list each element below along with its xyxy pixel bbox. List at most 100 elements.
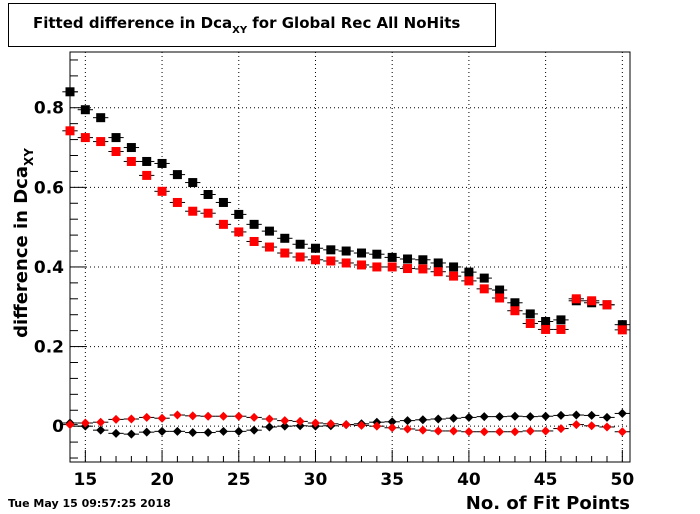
chart-title-subscript: XY xyxy=(232,25,248,36)
x-axis-label: No. of Fit Points xyxy=(466,493,630,514)
x-tick-label: 25 xyxy=(227,470,251,490)
y-axis-label: difference in DcaXY xyxy=(11,148,36,338)
data-point xyxy=(203,190,213,200)
chart-title-main: Fitted difference in Dca xyxy=(33,14,233,32)
data-point xyxy=(587,296,597,306)
data-point xyxy=(449,426,459,436)
data-point xyxy=(188,206,198,216)
data-point xyxy=(372,249,382,259)
data-point xyxy=(556,324,566,334)
data-point xyxy=(525,309,535,319)
data-point xyxy=(617,320,627,330)
data-point xyxy=(556,424,566,434)
x-tick-label: 50 xyxy=(610,470,634,490)
data-point xyxy=(464,412,474,422)
data-point xyxy=(264,226,274,236)
data-point xyxy=(218,411,228,421)
data-point xyxy=(495,412,505,422)
data-point xyxy=(372,262,382,272)
data-point xyxy=(387,262,397,272)
data-point xyxy=(326,245,336,255)
y-tick-label: 0.8 xyxy=(34,99,64,119)
data-point xyxy=(96,425,106,435)
y-axis-label-main: difference in Dca xyxy=(11,166,32,338)
data-point xyxy=(111,147,121,157)
data-point xyxy=(203,428,213,438)
x-tick-label: 40 xyxy=(457,470,481,490)
data-point xyxy=(495,293,505,303)
chart-title-rest: for Global Rec All NoHits xyxy=(247,14,461,32)
series-0 xyxy=(62,87,630,330)
data-point xyxy=(510,411,520,421)
data-point xyxy=(418,255,428,265)
x-tick-label: 45 xyxy=(534,470,558,490)
data-point xyxy=(142,156,152,166)
data-point xyxy=(403,416,413,426)
data-point xyxy=(617,325,627,335)
data-point xyxy=(602,412,612,422)
data-point xyxy=(433,267,443,277)
data-point xyxy=(449,413,459,423)
data-point xyxy=(234,411,244,421)
data-point xyxy=(280,233,290,243)
data-point xyxy=(387,417,397,427)
data-point xyxy=(341,420,351,430)
data-point xyxy=(249,236,259,246)
data-point xyxy=(249,219,259,229)
data-point xyxy=(403,424,413,434)
data-point xyxy=(449,262,459,272)
data-point xyxy=(357,420,367,430)
data-point xyxy=(525,318,535,328)
data-point xyxy=(495,427,505,437)
data-points xyxy=(62,87,630,439)
chart-title: Fitted difference in DcaXY for Global Re… xyxy=(33,14,460,36)
data-point xyxy=(495,285,505,295)
data-point xyxy=(617,427,627,437)
data-point xyxy=(310,255,320,265)
chart-title-box: Fitted difference in DcaXY for Global Re… xyxy=(8,3,496,47)
data-point xyxy=(295,252,305,262)
data-point xyxy=(172,197,182,207)
x-tick-label: 15 xyxy=(74,470,98,490)
x-tick-label: 30 xyxy=(304,470,328,490)
grid-lines xyxy=(70,52,630,462)
data-point xyxy=(295,416,305,426)
data-point xyxy=(541,324,551,334)
series-3 xyxy=(62,410,630,437)
data-point xyxy=(479,284,489,294)
data-point xyxy=(111,428,121,438)
data-point xyxy=(510,427,520,437)
data-point xyxy=(203,208,213,218)
y-tick-label: 0.2 xyxy=(34,338,64,358)
data-point xyxy=(280,248,290,258)
data-point xyxy=(142,170,152,180)
data-point xyxy=(418,264,428,274)
data-point xyxy=(449,271,459,281)
data-point xyxy=(80,133,90,143)
data-point xyxy=(372,421,382,431)
data-point xyxy=(203,411,213,421)
data-point xyxy=(525,412,535,422)
data-point xyxy=(571,410,581,420)
data-point xyxy=(602,422,612,432)
data-point xyxy=(403,254,413,264)
data-point xyxy=(157,186,167,196)
x-tick-label: 35 xyxy=(380,470,404,490)
data-point xyxy=(403,264,413,274)
data-point xyxy=(96,417,106,427)
data-point xyxy=(525,426,535,436)
data-point xyxy=(65,126,75,136)
data-point xyxy=(218,197,228,207)
data-point xyxy=(295,239,305,249)
data-point xyxy=(479,427,489,437)
data-point xyxy=(280,421,290,431)
data-point xyxy=(172,170,182,180)
data-point xyxy=(479,273,489,283)
data-point xyxy=(556,315,566,325)
data-point xyxy=(218,219,228,229)
data-point xyxy=(157,158,167,168)
data-point xyxy=(172,410,182,420)
data-point xyxy=(387,252,397,262)
data-point xyxy=(617,408,627,418)
